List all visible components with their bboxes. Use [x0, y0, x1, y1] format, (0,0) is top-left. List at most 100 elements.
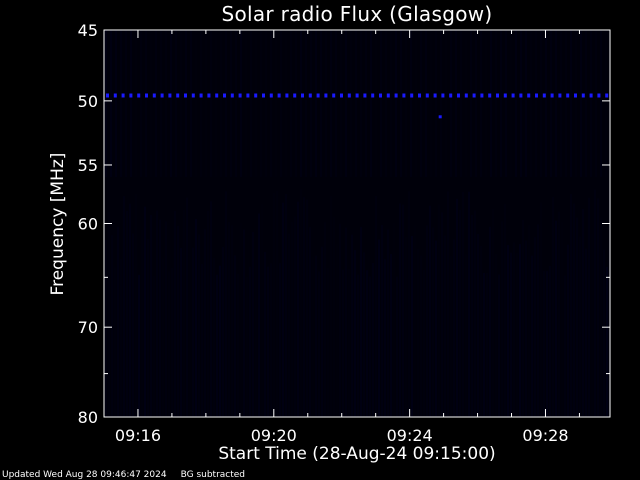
noise-stripe — [535, 30, 537, 178]
noise-stripe — [515, 30, 517, 178]
noise-stripe — [300, 189, 302, 417]
noise-stripe — [558, 211, 560, 417]
noise-stripe — [453, 239, 455, 417]
noise-stripe — [330, 195, 332, 417]
noise-stripe — [378, 239, 380, 417]
noise-stripe — [300, 30, 302, 178]
noise-stripe — [153, 276, 155, 417]
noise-stripe — [565, 30, 567, 178]
footer-status: Updated Wed Aug 28 09:46:47 2024 BG subtr… — [2, 470, 259, 480]
y-tick-label: 55 — [78, 156, 98, 175]
band-segment — [449, 93, 453, 98]
noise-stripe — [363, 252, 365, 417]
noise-stripe — [426, 225, 428, 417]
noise-stripe — [295, 30, 297, 178]
noise-stripe — [234, 255, 236, 417]
band-segment — [480, 93, 484, 98]
noise-stripe — [303, 197, 305, 417]
noise-stripe — [550, 30, 552, 178]
x-axis-label: Start Time (28-Aug-24 09:15:00) — [218, 444, 496, 464]
noise-stripe — [159, 219, 161, 417]
y-axis-label: Frequency [MHz] — [48, 152, 68, 296]
noise-stripe — [540, 202, 542, 417]
band-segment — [152, 93, 156, 98]
noise-stripe — [215, 30, 217, 177]
noise-stripe — [399, 203, 401, 417]
noise-stripe — [130, 30, 132, 178]
noise-stripe — [460, 30, 462, 178]
noise-stripe — [145, 30, 147, 178]
noise-stripe — [444, 235, 446, 417]
noise-stripe — [606, 266, 608, 417]
band-segment — [379, 93, 382, 98]
noise-stripe — [351, 234, 353, 417]
noise-stripe — [582, 209, 584, 417]
noise-stripe — [345, 227, 347, 417]
noise-stripe — [330, 30, 332, 178]
noise-stripe — [321, 246, 323, 417]
noise-stripe — [459, 209, 461, 417]
noise-stripe — [429, 205, 431, 417]
noise-stripe — [285, 193, 287, 417]
noise-stripe — [207, 210, 209, 417]
noise-stripe — [150, 30, 152, 177]
noise-stripe — [445, 30, 447, 177]
noise-stripe — [420, 30, 422, 178]
noise-stripe — [115, 30, 117, 178]
noise-stripe — [475, 30, 477, 178]
noise-stripe — [390, 253, 392, 417]
noise-stripe — [245, 30, 247, 177]
noise-stripe — [360, 227, 362, 417]
band-segment — [301, 93, 304, 98]
noise-stripe — [486, 272, 488, 417]
noise-stripe — [500, 30, 502, 178]
noise-stripe — [240, 222, 242, 417]
noise-stripe — [177, 225, 179, 417]
y-tick-label: 60 — [78, 215, 98, 234]
noise-stripe — [505, 30, 507, 178]
noise-stripe — [396, 276, 398, 417]
band-segment — [340, 93, 343, 98]
noise-stripe — [471, 214, 473, 417]
noise-stripe — [590, 30, 592, 178]
band-segment — [215, 93, 219, 98]
noise-stripe — [489, 226, 491, 417]
band-segment — [363, 93, 367, 98]
noise-stripe — [345, 30, 347, 178]
noise-stripe — [490, 30, 492, 178]
x-tick-label: 09:16 — [115, 426, 161, 445]
band-segment — [550, 93, 554, 98]
band-segment — [137, 93, 141, 98]
noise-stripe — [576, 217, 578, 417]
noise-stripe — [435, 30, 437, 178]
noise-stripe — [213, 257, 215, 417]
noise-stripe — [531, 255, 533, 417]
noise-stripe — [219, 265, 221, 417]
noise-stripe — [355, 30, 357, 178]
noise-stripe — [310, 30, 312, 178]
footer-note: BG subtracted — [180, 470, 246, 480]
noise-stripe — [180, 30, 182, 177]
noise-stripe — [385, 30, 387, 178]
noise-stripe — [498, 274, 500, 417]
noise-stripe — [370, 30, 372, 178]
noise-stripe — [430, 30, 432, 177]
noise-stripe — [210, 201, 212, 417]
band-segment — [129, 93, 133, 98]
noise-stripe — [440, 30, 442, 178]
noise-stripe — [507, 245, 509, 417]
noise-stripe — [470, 30, 472, 178]
noise-stripe — [456, 198, 458, 417]
x-tick-label: 09:28 — [522, 426, 568, 445]
band-segment — [121, 93, 125, 98]
noise-stripe — [201, 263, 203, 417]
noise-stripe — [462, 192, 464, 417]
noise-stripe — [455, 30, 457, 178]
noise-stripe — [174, 210, 176, 417]
noise-stripe — [387, 229, 389, 417]
noise-stripe — [249, 266, 251, 417]
band-segment — [433, 93, 437, 98]
band-segment — [308, 93, 312, 98]
band-segment — [254, 93, 258, 98]
